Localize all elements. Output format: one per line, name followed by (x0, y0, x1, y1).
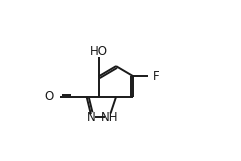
Text: F: F (153, 70, 160, 83)
Text: HO: HO (90, 45, 108, 58)
Text: N: N (87, 111, 96, 124)
Text: NH: NH (100, 111, 118, 124)
Text: O: O (45, 90, 54, 103)
